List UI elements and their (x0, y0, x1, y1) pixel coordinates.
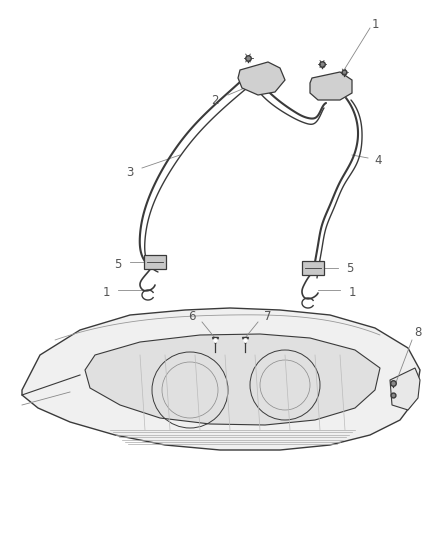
Text: 3: 3 (126, 166, 134, 179)
Text: 6: 6 (188, 310, 196, 322)
Polygon shape (310, 72, 352, 100)
Polygon shape (238, 62, 285, 95)
Text: 2: 2 (211, 93, 219, 107)
Text: 1: 1 (102, 287, 110, 300)
Text: 1: 1 (371, 18, 379, 30)
Text: 5: 5 (114, 259, 122, 271)
FancyBboxPatch shape (302, 261, 324, 275)
FancyBboxPatch shape (144, 255, 166, 269)
Polygon shape (390, 368, 420, 410)
Polygon shape (85, 334, 380, 425)
Text: 8: 8 (414, 327, 422, 340)
Polygon shape (22, 308, 420, 450)
Text: 4: 4 (374, 154, 382, 166)
Text: 5: 5 (346, 262, 354, 274)
Text: 7: 7 (264, 310, 272, 322)
Text: 1: 1 (348, 287, 356, 300)
